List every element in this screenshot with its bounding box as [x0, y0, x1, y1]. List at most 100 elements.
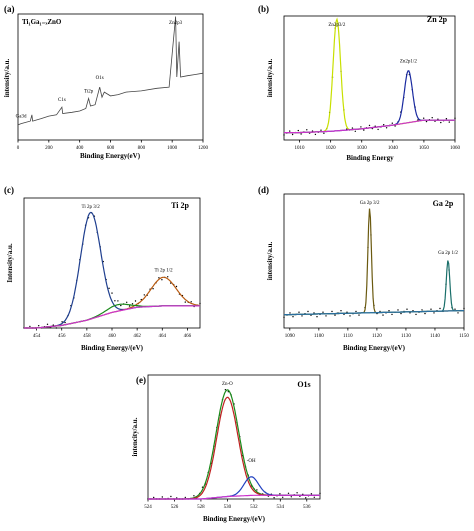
- data-point: [382, 314, 384, 316]
- data-point: [351, 127, 354, 129]
- data-point: [325, 315, 327, 317]
- panel-e-o1s: (e) O1s Binding Energy/(eV) intencity/a.…: [131, 374, 321, 523]
- x-tick-label: 528: [197, 505, 205, 510]
- series-line: [284, 70, 455, 134]
- data-point: [371, 127, 374, 130]
- series-line: [284, 17, 455, 134]
- data-point: [323, 132, 325, 134]
- data-point: [433, 312, 435, 314]
- data-point: [193, 495, 195, 497]
- data-point: [383, 124, 385, 126]
- data-point: [430, 308, 432, 310]
- x-tick-label: 1020: [326, 146, 337, 151]
- data-point: [331, 310, 333, 313]
- panel-d-title: Ga 2p: [433, 199, 454, 208]
- data-point: [388, 310, 390, 312]
- data-point: [117, 300, 119, 302]
- data-point: [143, 294, 145, 296]
- data-point: [409, 312, 411, 314]
- data-point: [313, 312, 315, 314]
- peak-label: Ga3d: [16, 115, 27, 120]
- data-point: [184, 496, 186, 499]
- x-tick-label: 800: [138, 146, 146, 151]
- x-tick-label: 1050: [419, 146, 430, 151]
- data-point: [310, 493, 313, 495]
- series-line: [24, 276, 201, 329]
- x-tick-label: 1090: [285, 334, 296, 339]
- data-point: [376, 312, 378, 315]
- data-point: [445, 118, 448, 120]
- data-point: [448, 121, 450, 123]
- data-point: [190, 301, 192, 303]
- data-point: [334, 314, 336, 316]
- data-point: [224, 389, 227, 391]
- data-point: [111, 292, 113, 294]
- data-point: [314, 133, 317, 136]
- x-tick-label: 0: [17, 146, 20, 151]
- x-tick-label: 1000: [167, 146, 178, 151]
- x-tick-label: 1130: [401, 334, 411, 339]
- data-point: [368, 124, 371, 127]
- data-point: [358, 314, 360, 316]
- x-tick-label: 1120: [372, 334, 382, 339]
- data-point: [316, 316, 318, 318]
- data-point: [322, 311, 324, 313]
- peak-label: Ti 2p 3/2: [82, 205, 101, 210]
- data-point: [391, 122, 393, 124]
- panel-e-title: O1s: [297, 380, 310, 389]
- data-point: [391, 313, 393, 316]
- x-tick-label: 532: [250, 505, 258, 510]
- x-tick-label: 536: [303, 505, 311, 510]
- x-tick-label: 458: [83, 334, 91, 339]
- data-point: [417, 119, 419, 121]
- data-point: [307, 310, 309, 313]
- panel-d-ylabel: intensity/a.u.: [266, 242, 274, 281]
- x-tick-label: 1100: [314, 334, 324, 339]
- data-point: [61, 321, 63, 323]
- x-tick-label: 464: [159, 334, 167, 339]
- data-point: [167, 276, 169, 278]
- panel-c-ti2p: (c) Ti 2p Binding Energy/(eV) Intensity/…: [4, 185, 201, 352]
- data-point: [49, 326, 52, 329]
- data-point: [434, 120, 436, 122]
- panel-a-survey: (a) Ti₁Ga₁₋ₓZnO Binding Energy(eV) inten…: [3, 4, 209, 160]
- data-point: [439, 307, 441, 310]
- data-point: [55, 327, 57, 329]
- panel-e-ylabel: intencity/a.u.: [131, 417, 139, 456]
- x-tick-label: 1010: [295, 146, 306, 151]
- panel-c-ylabel: Intensity/a.u.: [6, 243, 14, 283]
- data-point: [175, 285, 178, 288]
- data-point: [406, 308, 408, 310]
- x-tick-label: 1060: [450, 146, 461, 151]
- data-point: [161, 279, 163, 281]
- data-point: [305, 497, 307, 499]
- data-point: [440, 121, 442, 124]
- data-point: [320, 129, 322, 131]
- series-line: [284, 119, 455, 134]
- data-point: [423, 117, 425, 119]
- data-point: [134, 300, 137, 302]
- data-point: [29, 325, 31, 328]
- data-point: [298, 311, 300, 313]
- data-point: [306, 129, 308, 131]
- peak-label: Ti 2p 1/2: [154, 268, 173, 273]
- data-point: [128, 305, 131, 307]
- panel-e-frame: [147, 374, 321, 500]
- peak-label: C1s: [58, 98, 66, 103]
- data-point: [354, 130, 356, 132]
- data-point: [114, 300, 116, 302]
- x-tick-label: 456: [58, 334, 66, 339]
- panel-e-letter: (e): [136, 375, 146, 385]
- x-tick-label: 400: [76, 146, 84, 151]
- data-point: [454, 308, 456, 310]
- data-point: [313, 496, 315, 498]
- data-point: [302, 493, 304, 495]
- data-point: [170, 495, 172, 498]
- data-point: [319, 492, 321, 494]
- data-point: [421, 309, 423, 311]
- peak-label: -OH: [247, 459, 256, 464]
- data-point: [400, 312, 402, 315]
- survey-spectrum-line: [17, 16, 204, 126]
- data-point: [300, 133, 302, 135]
